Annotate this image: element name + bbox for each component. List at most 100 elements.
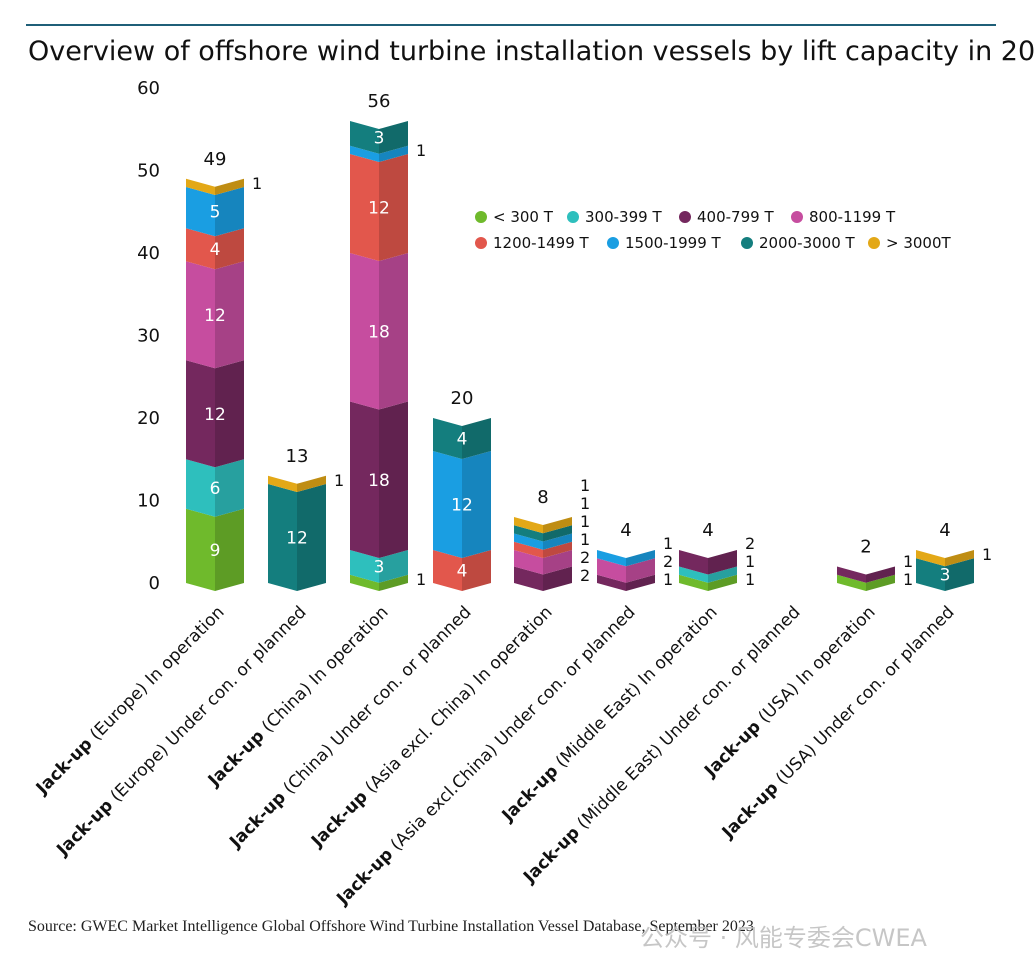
- legend-item: 1500-1999 T: [607, 234, 722, 252]
- bar-segment-side: [866, 566, 895, 583]
- legend-label: < 300 T: [493, 208, 554, 226]
- segment-value-label: 3: [940, 566, 951, 586]
- bar-segment: [514, 541, 543, 558]
- category-label: Jack-up (China) In operation: [204, 602, 393, 791]
- segment-value-label: 3: [374, 128, 385, 148]
- bar-stack: [514, 517, 572, 591]
- bar-segment: [514, 566, 543, 591]
- y-tick-label: 0: [149, 573, 160, 594]
- legend-item: 2000-3000 T: [741, 234, 856, 252]
- segment-side-label: 2: [663, 552, 673, 571]
- bar-segment: [186, 178, 215, 195]
- legend-item: > 3000T: [868, 234, 952, 252]
- segment-side-label: 2: [580, 548, 590, 567]
- bar-segment-side: [462, 451, 491, 558]
- top-rule: [26, 24, 996, 26]
- bar-segment-side: [543, 541, 572, 558]
- segment-value-label: 9: [210, 541, 221, 561]
- segment-side-label: 1: [663, 534, 673, 553]
- bar-stack: [679, 550, 737, 591]
- bar-total-label: 56: [368, 91, 391, 112]
- bar-stack: [268, 475, 326, 591]
- segment-value-label: 4: [457, 562, 468, 582]
- segment-value-label: 18: [368, 322, 390, 342]
- bar-segment-side: [379, 401, 408, 558]
- bar-segment: [514, 517, 543, 534]
- segment-value-label: 6: [210, 479, 221, 499]
- bar-segment-side: [626, 558, 655, 583]
- segment-side-label: 1: [416, 141, 426, 160]
- bar-segment-side: [215, 228, 244, 270]
- bar-stack: [186, 178, 244, 591]
- bar-segment: [597, 550, 626, 567]
- bar-segment: [597, 558, 626, 583]
- y-tick-label: 40: [137, 243, 160, 264]
- legend-marker: [607, 237, 619, 249]
- y-axis: 0 10 20 30 40 50 60: [137, 78, 160, 594]
- segment-value-label: 5: [210, 203, 221, 223]
- segment-side-label: 1: [334, 471, 344, 490]
- bar-stack: [837, 566, 895, 591]
- bar-segment-side: [215, 459, 244, 517]
- bar-segment-side: [708, 574, 737, 591]
- legend-item: 1200-1499 T: [475, 234, 590, 252]
- legend-marker: [868, 237, 880, 249]
- bar-segment-side: [945, 550, 974, 567]
- legend-label: 300-399 T: [585, 208, 662, 226]
- bar-segment-side: [215, 187, 244, 237]
- segment-value-label: 12: [451, 496, 473, 516]
- segment-side-label: 1: [745, 570, 755, 589]
- bar-segment: [350, 401, 379, 558]
- legend-label: 2000-3000 T: [759, 234, 856, 252]
- bar-segment: [186, 508, 215, 591]
- legend-label: > 3000T: [886, 234, 952, 252]
- segment-side-label: 1: [252, 174, 262, 193]
- legend-marker: [567, 211, 579, 223]
- bar-segment: [514, 550, 543, 575]
- bar-segment: [186, 187, 215, 237]
- legend-marker: [741, 237, 753, 249]
- bar-segment-side: [462, 418, 491, 459]
- bar-segment-side: [708, 550, 737, 575]
- bar-segment-side: [543, 566, 572, 591]
- bar-segment-side: [215, 178, 244, 195]
- source-note: Source: GWEC Market Intelligence Global …: [28, 918, 754, 935]
- legend-label: 400-799 T: [697, 208, 774, 226]
- segment-side-label: 1: [580, 494, 590, 513]
- bar-total-label: 20: [451, 388, 474, 409]
- bar-segment: [186, 360, 215, 468]
- legend-item: 800-1199 T: [791, 208, 896, 226]
- bar-segment: [350, 145, 379, 162]
- segment-value-label: 12: [204, 405, 226, 425]
- bar-total-label: 49: [204, 149, 227, 170]
- bar-segment: [837, 566, 866, 583]
- category-label: Jack-up (Asia excl.China) Under con. or …: [332, 602, 639, 909]
- bar-segment: [186, 261, 215, 369]
- bar-total-label: 4: [702, 520, 713, 541]
- bar-segment-side: [379, 154, 408, 261]
- bar-segment-side: [215, 360, 244, 468]
- bar-total-label: 4: [620, 520, 631, 541]
- bar-segment-side: [215, 261, 244, 369]
- chart-title: Overview of offshore wind turbine instal…: [28, 36, 1036, 67]
- bar-segment: [433, 550, 462, 591]
- segment-side-label: 1: [580, 530, 590, 549]
- y-tick-label: 30: [137, 326, 160, 347]
- y-tick-label: 10: [137, 491, 160, 512]
- bar-segment: [268, 484, 297, 591]
- bar-segment: [679, 566, 708, 583]
- segment-side-label: 1: [903, 552, 913, 571]
- category-label: Jack-up (Middle East) Under con. or plan…: [519, 602, 804, 887]
- segment-side-label: 1: [745, 552, 755, 571]
- bar-segment: [350, 121, 379, 154]
- segment-value-label: 3: [374, 557, 385, 577]
- bar-segment: [350, 550, 379, 583]
- bar-segment-side: [297, 484, 326, 591]
- bar-segment: [597, 574, 626, 591]
- bar-segment: [916, 550, 945, 567]
- bar-segment: [514, 533, 543, 550]
- legend: < 300 T 300-399 T 400-799 T 800-1199 T 1200-…: [475, 208, 952, 252]
- y-tick-label: 20: [137, 408, 160, 429]
